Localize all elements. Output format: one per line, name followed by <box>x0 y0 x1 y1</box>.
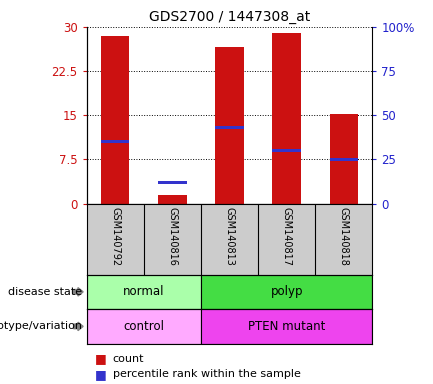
Text: GSM140816: GSM140816 <box>167 207 178 266</box>
Text: polyp: polyp <box>270 285 303 298</box>
Text: percentile rank within the sample: percentile rank within the sample <box>113 369 301 379</box>
Text: ■: ■ <box>95 353 111 366</box>
Text: GSM140817: GSM140817 <box>281 207 292 266</box>
Text: GSM140818: GSM140818 <box>339 207 349 266</box>
Text: GSM140792: GSM140792 <box>110 207 120 266</box>
Text: ■: ■ <box>95 368 111 381</box>
Bar <box>87 309 201 344</box>
Bar <box>272 149 301 152</box>
Bar <box>158 195 187 204</box>
Text: normal: normal <box>123 285 165 298</box>
Bar <box>101 140 129 144</box>
Text: disease state: disease state <box>8 287 82 297</box>
Bar <box>87 275 201 309</box>
Bar <box>201 309 372 344</box>
Text: PTEN mutant: PTEN mutant <box>248 320 325 333</box>
Bar <box>215 48 244 204</box>
Text: count: count <box>113 354 144 364</box>
Bar <box>272 33 301 204</box>
Bar <box>215 126 244 129</box>
Bar <box>330 157 358 161</box>
Bar <box>201 275 372 309</box>
Bar <box>101 36 129 204</box>
Text: genotype/variation: genotype/variation <box>0 321 82 331</box>
Bar <box>330 114 358 204</box>
Title: GDS2700 / 1447308_at: GDS2700 / 1447308_at <box>149 10 310 25</box>
Text: control: control <box>123 320 164 333</box>
Bar <box>158 180 187 184</box>
Text: GSM140813: GSM140813 <box>224 207 235 266</box>
